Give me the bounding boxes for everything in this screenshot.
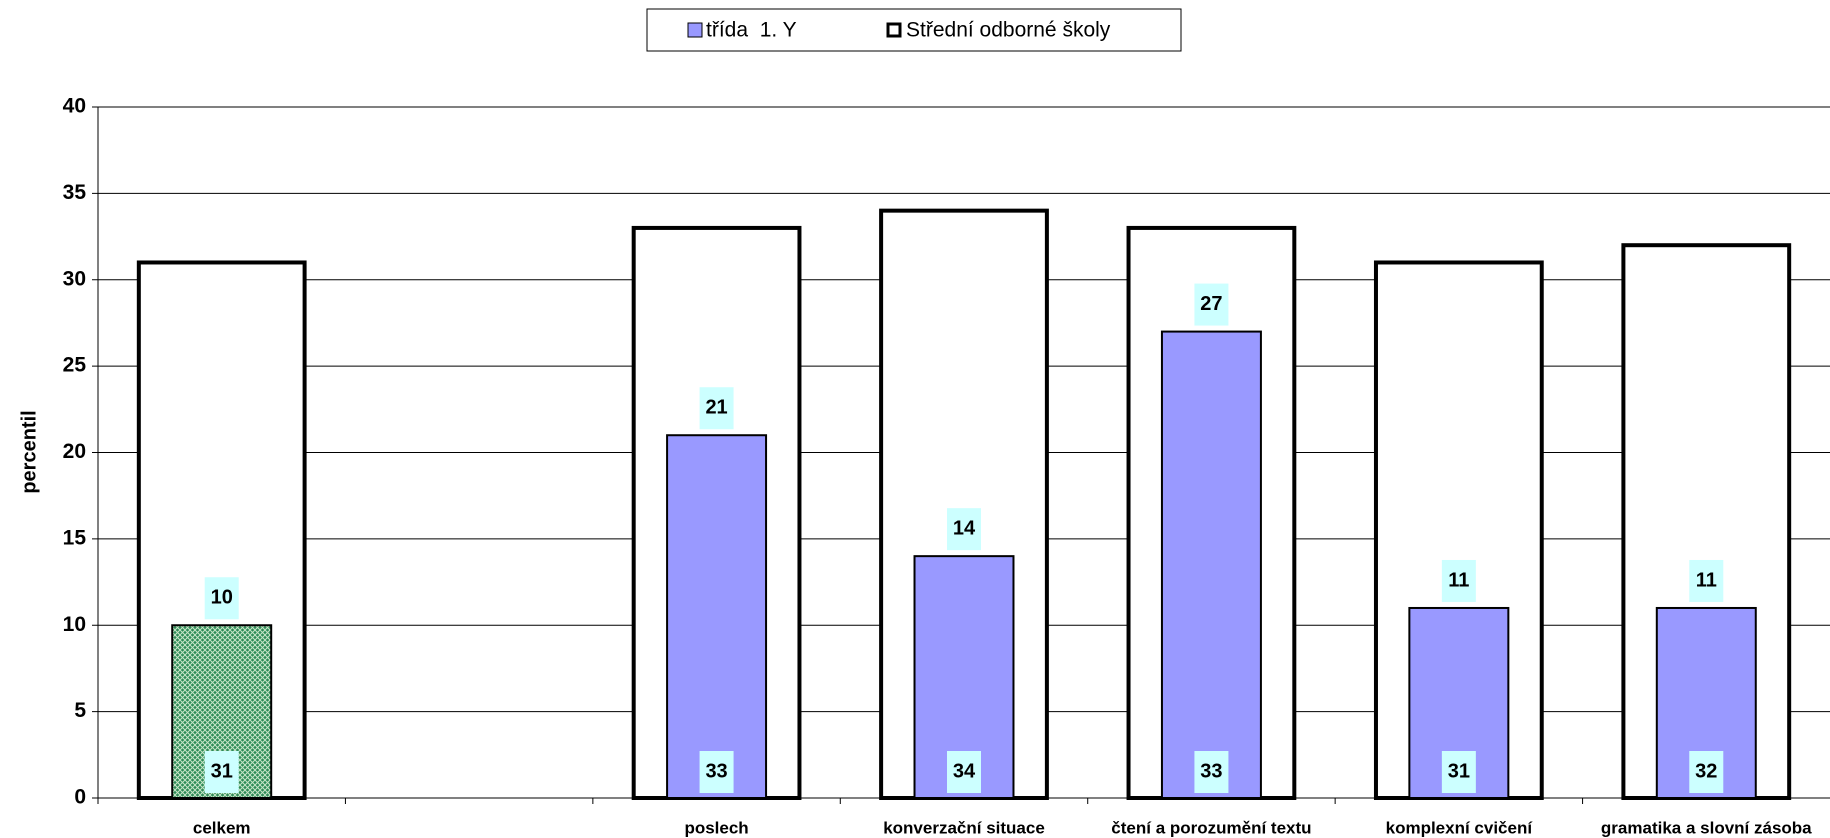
label-bg xyxy=(699,751,734,793)
label-bg xyxy=(204,751,239,793)
bar xyxy=(666,434,768,799)
data-label: 14 xyxy=(953,517,976,539)
bar xyxy=(1160,330,1262,799)
label-bg xyxy=(1689,751,1724,793)
label-bg xyxy=(947,508,981,551)
x-tick-label: komplexní cvičení xyxy=(1386,818,1534,837)
y-tick-label: 5 xyxy=(74,699,86,722)
data-label: 27 xyxy=(1200,293,1222,315)
data-label: 32 xyxy=(1695,760,1717,782)
y-tick-label: 40 xyxy=(63,95,86,118)
x-tick-label: poslech xyxy=(684,818,748,837)
label-bg xyxy=(1441,559,1476,602)
y-tick-label: 0 xyxy=(74,786,86,809)
data-label: 10 xyxy=(211,587,233,609)
data-label: 31 xyxy=(211,760,233,782)
legend-label: Střední odborné školy xyxy=(906,19,1111,42)
x-tick-label: gramatika a slovní zásoba xyxy=(1601,818,1812,837)
x-tick-label: čtení a porozumění textu xyxy=(1111,818,1311,837)
data-label: 34 xyxy=(953,760,976,782)
data-label: 11 xyxy=(1448,569,1469,591)
legend-label: třída 1. Y xyxy=(706,19,797,42)
x-tick-label: celkem xyxy=(193,818,251,837)
data-label: 31 xyxy=(1448,760,1470,782)
label-bg xyxy=(1441,751,1476,793)
data-label: 21 xyxy=(705,397,727,419)
label-bg xyxy=(1689,559,1724,602)
label-bg xyxy=(1194,283,1229,326)
legend-swatch xyxy=(687,22,703,38)
y-tick-label: 25 xyxy=(63,354,87,377)
data-label: 33 xyxy=(1200,760,1222,782)
legend-box xyxy=(646,8,1182,52)
label-bg xyxy=(204,577,239,620)
y-tick-label: 20 xyxy=(63,440,86,463)
data-label: 11 xyxy=(1696,569,1717,591)
y-tick-label: 30 xyxy=(63,267,86,290)
y-tick-label: 15 xyxy=(63,526,87,549)
x-tick-label: konverzační situace xyxy=(883,818,1045,837)
label-bg xyxy=(699,387,734,430)
y-tick-label: 10 xyxy=(63,613,86,636)
legend-swatch xyxy=(886,22,902,38)
data-label: 33 xyxy=(705,760,727,782)
y-tick-label: 35 xyxy=(63,181,87,204)
label-bg xyxy=(947,751,981,793)
label-bg xyxy=(1194,751,1229,793)
y-axis-label: percentil xyxy=(18,410,40,493)
